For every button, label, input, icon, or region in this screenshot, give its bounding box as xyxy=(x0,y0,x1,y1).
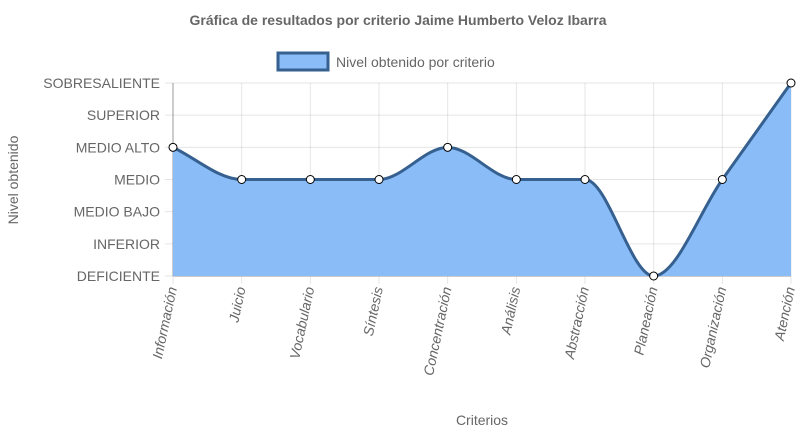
x-tick-label: Síntesis xyxy=(360,285,386,337)
x-tick-label: Atención xyxy=(771,285,796,343)
legend-swatch[interactable] xyxy=(276,51,330,72)
data-point[interactable] xyxy=(305,175,315,184)
x-tick-label: Vocabulario xyxy=(286,285,317,360)
x-axis-title: Criterios xyxy=(456,412,508,428)
y-tick-label: MEDIO ALTO xyxy=(76,139,160,155)
data-point[interactable] xyxy=(786,78,796,88)
data-point[interactable] xyxy=(511,175,521,184)
y-tick-label: SOBRESALIENTE xyxy=(43,75,160,91)
y-tick-label: SUPERIOR xyxy=(87,107,160,123)
x-tick-label: Concentración xyxy=(420,285,454,377)
y-tick-label: DEFICIENTE xyxy=(77,268,160,284)
data-point[interactable] xyxy=(443,142,453,152)
y-axis-title: Nivel obtenido xyxy=(5,135,21,224)
legend-label[interactable]: Nivel obtenido por criterio xyxy=(336,54,495,70)
y-axis-ticks: DEFICIENTE INFERIOR MEDIO BAJO MEDIO MEDIO A… xyxy=(43,75,160,284)
x-tick-label: Análisis xyxy=(497,285,523,337)
y-tick-label: INFERIOR xyxy=(93,236,160,252)
data-point[interactable] xyxy=(237,175,247,184)
x-axis-ticks: Información Juicio Vocabulario Síntesis Conc… xyxy=(149,285,796,377)
legend[interactable]: Nivel obtenido por criterio xyxy=(276,51,495,72)
data-point[interactable] xyxy=(168,142,178,152)
x-tick-label: Información xyxy=(149,285,180,360)
x-tick-label: Juicio xyxy=(225,285,248,325)
data-points xyxy=(168,78,796,281)
series-area-fill xyxy=(173,83,791,276)
data-point[interactable] xyxy=(374,175,384,184)
series-area xyxy=(172,82,793,278)
x-tick-label: Abstracción xyxy=(561,285,592,361)
data-point[interactable] xyxy=(649,271,659,281)
y-tick-label: MEDIO xyxy=(114,172,160,188)
data-point[interactable] xyxy=(717,175,727,184)
x-tick-label: Planeación xyxy=(631,285,661,356)
series-line xyxy=(172,82,793,278)
data-point[interactable] xyxy=(580,175,590,184)
chart-title: Gráfica de resultados por criterio Jaime… xyxy=(189,12,606,28)
x-tick-label: Organización xyxy=(696,285,729,369)
y-tick-label: MEDIO BAJO xyxy=(74,204,160,220)
